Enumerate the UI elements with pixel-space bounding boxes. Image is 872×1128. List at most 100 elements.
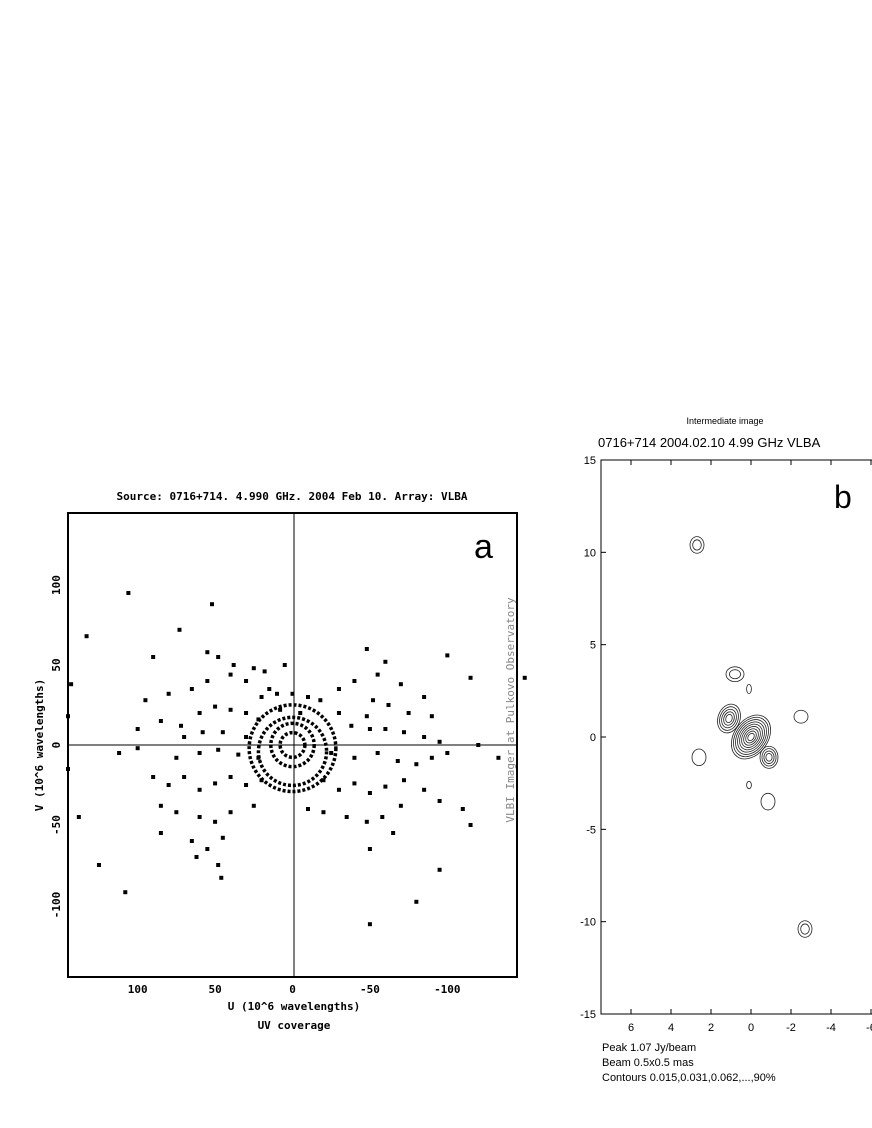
contour-line <box>717 703 741 734</box>
uv-point <box>352 755 357 760</box>
uv-point <box>135 746 140 751</box>
uv-point <box>383 784 388 789</box>
contour-line <box>741 726 761 748</box>
uv-point <box>244 679 249 683</box>
uv-point <box>197 815 202 819</box>
contour-x-tick-label: -2 <box>786 1022 796 1034</box>
uv-point <box>429 714 434 719</box>
uv-point <box>76 815 81 819</box>
uv-point <box>336 787 341 792</box>
uv-point <box>468 823 473 827</box>
uv-point <box>231 663 236 667</box>
uv-point <box>349 723 354 728</box>
uv-point <box>194 855 199 859</box>
contour-line <box>765 753 773 762</box>
uv-point <box>197 711 202 715</box>
uv-x-tick-label: 50 <box>208 983 221 996</box>
uv-track-ring <box>269 721 316 769</box>
uv-point <box>200 730 205 735</box>
uv-point <box>158 803 163 808</box>
uv-point <box>182 775 187 779</box>
panel-label-a: a <box>474 528 493 566</box>
uv-point <box>267 687 272 691</box>
uv-track-rings <box>247 703 338 794</box>
uv-point <box>422 735 427 739</box>
uv-point <box>364 819 369 824</box>
uv-y-tick-label: 0 <box>50 742 63 749</box>
uv-point <box>367 847 372 851</box>
contour-y-tick-label: 15 <box>584 455 596 467</box>
uv-point <box>380 815 385 819</box>
contour-x-tick-label: -4 <box>826 1022 836 1034</box>
uv-x-tick-label: 100 <box>128 983 148 996</box>
contour-lines <box>689 536 813 938</box>
contour-y-tick-label: 10 <box>584 547 596 559</box>
uv-point <box>182 735 187 739</box>
contour-tick-marks <box>601 459 872 1015</box>
contour-line <box>763 750 775 764</box>
uv-point <box>395 759 400 763</box>
uv-point <box>151 655 156 659</box>
uv-point <box>251 803 256 808</box>
contour-line <box>743 728 759 746</box>
uv-y-axis-label: V (10^6 wavelengths) <box>33 679 46 811</box>
uv-point <box>437 799 442 803</box>
uv-point <box>174 810 179 815</box>
uv-point <box>256 755 261 760</box>
contour-title: 0716+714 2004.02.10 4.99 GHz VLBA <box>598 435 821 450</box>
uv-point <box>66 714 70 719</box>
contour-y-tick-label: 0 <box>590 732 596 744</box>
contour-y-tick-label: -10 <box>580 917 596 929</box>
panel-label-b: b <box>834 479 852 515</box>
uv-y-tick-label: 50 <box>50 658 63 671</box>
uv-point <box>177 627 182 632</box>
uv-point <box>383 727 388 731</box>
uv-point <box>367 791 372 795</box>
uv-point <box>213 704 218 709</box>
uv-point <box>437 867 442 872</box>
contour-x-tick-label: 2 <box>708 1022 714 1034</box>
uv-point <box>401 778 406 783</box>
contour-suptitle: Intermediate image <box>686 416 763 426</box>
uv-point <box>236 752 241 757</box>
uv-x-tick-label: -100 <box>434 983 461 996</box>
contour-line <box>760 792 776 811</box>
uv-point <box>445 751 450 755</box>
contour-line <box>731 714 771 760</box>
uv-x-tick-labels: 100 50 0 -50 -100 <box>128 983 461 996</box>
uv-point <box>429 755 434 760</box>
uv-point <box>352 781 357 786</box>
contour-line <box>747 732 755 742</box>
contour-line <box>692 539 702 551</box>
uv-point <box>228 672 233 677</box>
contour-line <box>746 780 752 790</box>
contour-line <box>800 923 810 935</box>
uv-point <box>213 781 218 786</box>
contour-line <box>719 706 739 731</box>
uv-point <box>219 875 224 880</box>
uv-point <box>364 714 369 719</box>
uv-track-ring <box>247 703 338 794</box>
uv-point <box>298 711 303 715</box>
contour-y-tick-label: 5 <box>590 640 596 652</box>
uv-point <box>126 591 131 595</box>
contour-y-tick-label: -5 <box>586 824 596 836</box>
uv-x-tick-label: 0 <box>289 983 296 996</box>
uv-point <box>220 835 225 840</box>
uv-point <box>84 634 89 639</box>
uv-point <box>305 807 310 811</box>
uv-point <box>398 803 403 808</box>
uv-x-axis-label: U (10^6 wavelengths) <box>228 1000 360 1013</box>
uv-chart-title: Source: 0716+714. 4.990 GHz. 2004 Feb 10… <box>117 490 468 503</box>
uv-point <box>166 691 171 696</box>
uv-point <box>216 747 221 752</box>
contour-x-tick-label: -6 <box>866 1022 872 1034</box>
uv-point <box>158 831 163 835</box>
uv-point <box>336 711 341 715</box>
contour-line <box>689 536 705 554</box>
uv-point <box>158 719 163 723</box>
contour-y-tick-label: -15 <box>580 1009 596 1021</box>
uv-point <box>135 727 140 731</box>
uv-points <box>66 591 527 927</box>
beam-text: Beam 0.5x0.5 mas <box>602 1057 694 1069</box>
